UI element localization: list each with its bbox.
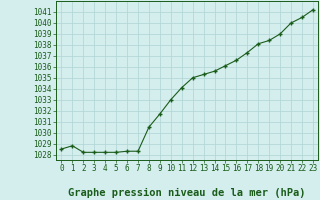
Text: Graphe pression niveau de la mer (hPa): Graphe pression niveau de la mer (hPa) [68,188,306,198]
